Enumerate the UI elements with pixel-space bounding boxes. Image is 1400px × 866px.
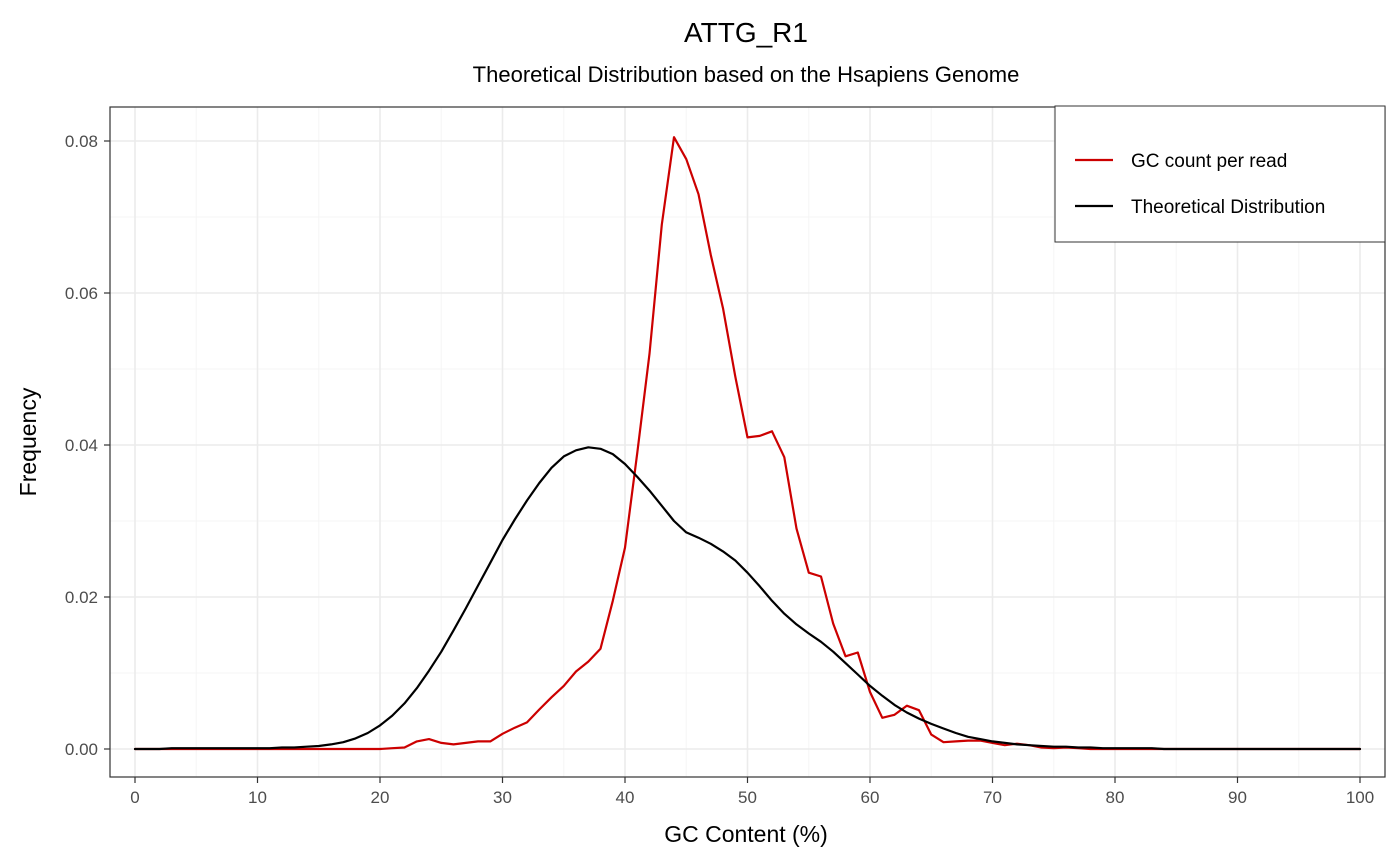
x-tick-label: 60: [861, 788, 880, 807]
x-axis-title: GC Content (%): [664, 821, 828, 847]
y-tick-label: 0.00: [65, 740, 98, 759]
chart-subtitle: Theoretical Distribution based on the Hs…: [473, 62, 1020, 87]
plot-series: [133, 136, 1362, 751]
plot-axes: 0 10 20 30 40 50 60 70 80 90 100 0.00 0.02 0.04 0.06 0.…: [65, 132, 1374, 807]
x-tick-label: 0: [130, 788, 139, 807]
x-tick-label: 80: [1106, 788, 1125, 807]
x-tick-label: 70: [983, 788, 1002, 807]
series-line-theoretical-distribution: [133, 446, 1362, 751]
y-tick-label: 0.08: [65, 132, 98, 151]
x-tick-label: 50: [738, 788, 757, 807]
x-tick-label: 30: [493, 788, 512, 807]
legend-label: GC count per read: [1131, 151, 1287, 172]
y-tick-label: 0.04: [65, 436, 98, 455]
x-tick-label: 20: [371, 788, 390, 807]
x-tick-label: 90: [1228, 788, 1247, 807]
legend: GC count per read Theoretical Distributio…: [1054, 105, 1386, 243]
legend-label: Theoretical Distribution: [1131, 197, 1325, 218]
x-tick-label: 40: [616, 788, 635, 807]
x-tick-label: 100: [1346, 788, 1374, 807]
x-tick-label: 10: [248, 788, 267, 807]
chart-title: ATTG_R1: [684, 17, 808, 48]
y-tick-label: 0.06: [65, 284, 98, 303]
legend-box: [1054, 105, 1386, 243]
y-axis-title: Frequency: [15, 387, 41, 496]
y-tick-label: 0.02: [65, 588, 98, 607]
